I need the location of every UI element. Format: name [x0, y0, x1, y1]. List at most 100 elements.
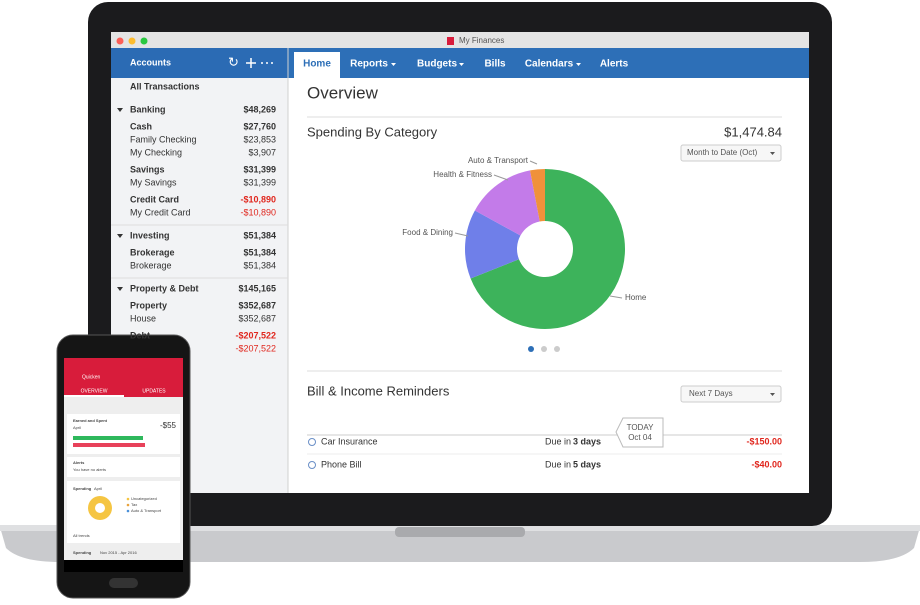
caret	[770, 152, 775, 155]
bill-name: Phone Bill	[321, 459, 362, 469]
phone-legend-dot	[126, 497, 130, 501]
account-balance: $51,384	[243, 260, 276, 270]
account-balance: -$10,890	[240, 194, 276, 204]
account-balance: -$207,522	[235, 343, 276, 353]
zoom-button[interactable]	[140, 37, 148, 45]
phone-card-title: Spending	[73, 486, 92, 491]
phone-nav	[64, 560, 183, 572]
phone-card-subtitle: Nov 2015 - Apr 2016	[100, 550, 137, 555]
phone-card	[67, 414, 180, 454]
phone-card-subtitle: April	[73, 425, 81, 430]
caret	[459, 63, 464, 66]
phone-tab-indicator	[64, 395, 124, 397]
due-prefix: Due in	[545, 459, 571, 469]
phone-header	[64, 358, 183, 397]
slice-label: Home	[625, 293, 647, 302]
phone-card-title: Spending	[73, 550, 92, 555]
active-tab[interactable]	[294, 52, 340, 78]
page-dot[interactable]	[528, 346, 534, 352]
account-balance: $352,687	[238, 300, 276, 310]
phone-card-title: Alerts	[73, 460, 85, 465]
add-icon	[246, 58, 256, 68]
slice-label: Auto & Transport	[468, 156, 529, 165]
caret	[770, 393, 775, 396]
nav-bar	[288, 48, 809, 78]
account-name: Property	[130, 300, 167, 310]
account-balance: -$207,522	[235, 330, 276, 340]
phone-app-title: Quicken	[82, 374, 101, 380]
phone-card-text: You have no alerts	[73, 467, 106, 472]
account-balance: -$10,890	[240, 207, 276, 217]
more-icon	[271, 62, 273, 64]
account-name: Credit Card	[130, 194, 179, 204]
due-days: 5 days	[573, 459, 601, 469]
reminder-period-select[interactable]	[680, 385, 782, 403]
phone-home[interactable]	[109, 578, 138, 588]
today-label: TODAY	[627, 423, 654, 432]
laptop-base	[0, 527, 920, 562]
laptop-notch	[395, 527, 525, 537]
account-balance: $27,760	[243, 121, 276, 131]
close-button[interactable]	[116, 37, 124, 45]
bill-amount: -$40.00	[751, 459, 782, 469]
leader	[529, 160, 538, 165]
account-name: House	[130, 313, 156, 323]
clock-icon	[308, 438, 316, 446]
phone-donut-hole	[95, 503, 105, 513]
window-title: My Finances	[459, 36, 504, 45]
minimize-button[interactable]	[128, 37, 136, 45]
phone-card	[67, 481, 180, 543]
phone-legend-dot	[126, 509, 130, 513]
caret	[576, 63, 581, 66]
account-name: Banking	[130, 104, 166, 114]
donut	[465, 169, 625, 329]
phone-card	[67, 457, 180, 477]
account-name: Investing	[130, 230, 170, 240]
phone-card-subtitle: April	[94, 486, 102, 491]
due-days: 3 days	[573, 436, 601, 446]
bill-amount: -$150.00	[746, 436, 782, 446]
more-icon	[266, 62, 268, 64]
period-select[interactable]	[680, 144, 782, 162]
phone-bar	[73, 443, 145, 447]
account-balance: $31,399	[243, 164, 276, 174]
leader	[609, 295, 623, 299]
donut-slice	[530, 169, 545, 222]
bill-name: Car Insurance	[321, 436, 378, 446]
account-name: Savings	[130, 164, 165, 174]
sidebar-header	[111, 48, 288, 78]
spending-total: $1,474.84	[724, 124, 782, 139]
account-balance: $48,269	[243, 104, 276, 114]
account-name: Brokerage	[130, 260, 172, 270]
donut-slice	[465, 210, 521, 279]
donut-slice	[470, 169, 625, 329]
account-name: Cash	[130, 121, 152, 131]
account-name: My Savings	[130, 177, 177, 187]
section-title: Bill & Income Reminders	[307, 383, 450, 398]
account-balance: $352,687	[238, 313, 276, 323]
nav-tab: Budgets	[417, 59, 457, 70]
page-title: Overview	[307, 83, 379, 102]
phone-legend-label: Tax	[131, 502, 137, 507]
leader	[493, 174, 509, 181]
leader-lines	[454, 160, 623, 299]
phone-tab: UPDATES	[142, 388, 166, 394]
collapse-arrow	[117, 234, 123, 238]
leader	[454, 232, 469, 237]
app-icon	[447, 37, 454, 45]
nav-tab: Bills	[484, 59, 506, 70]
page-dot[interactable]	[541, 346, 547, 352]
phone-legend-label: Auto & Transport	[131, 508, 162, 513]
collapse-arrow	[117, 287, 123, 291]
account-balance: $3,907	[248, 147, 276, 157]
nav-tab: Alerts	[600, 59, 629, 70]
account-name: My Checking	[130, 147, 182, 157]
period-label: Month to Date (Oct)	[687, 148, 758, 157]
page-dot[interactable]	[554, 346, 560, 352]
nav-tab: Reports	[350, 59, 388, 70]
refresh-icon: ↻	[228, 54, 239, 69]
slice-label: Food & Dining	[402, 228, 453, 237]
caret	[391, 63, 396, 66]
